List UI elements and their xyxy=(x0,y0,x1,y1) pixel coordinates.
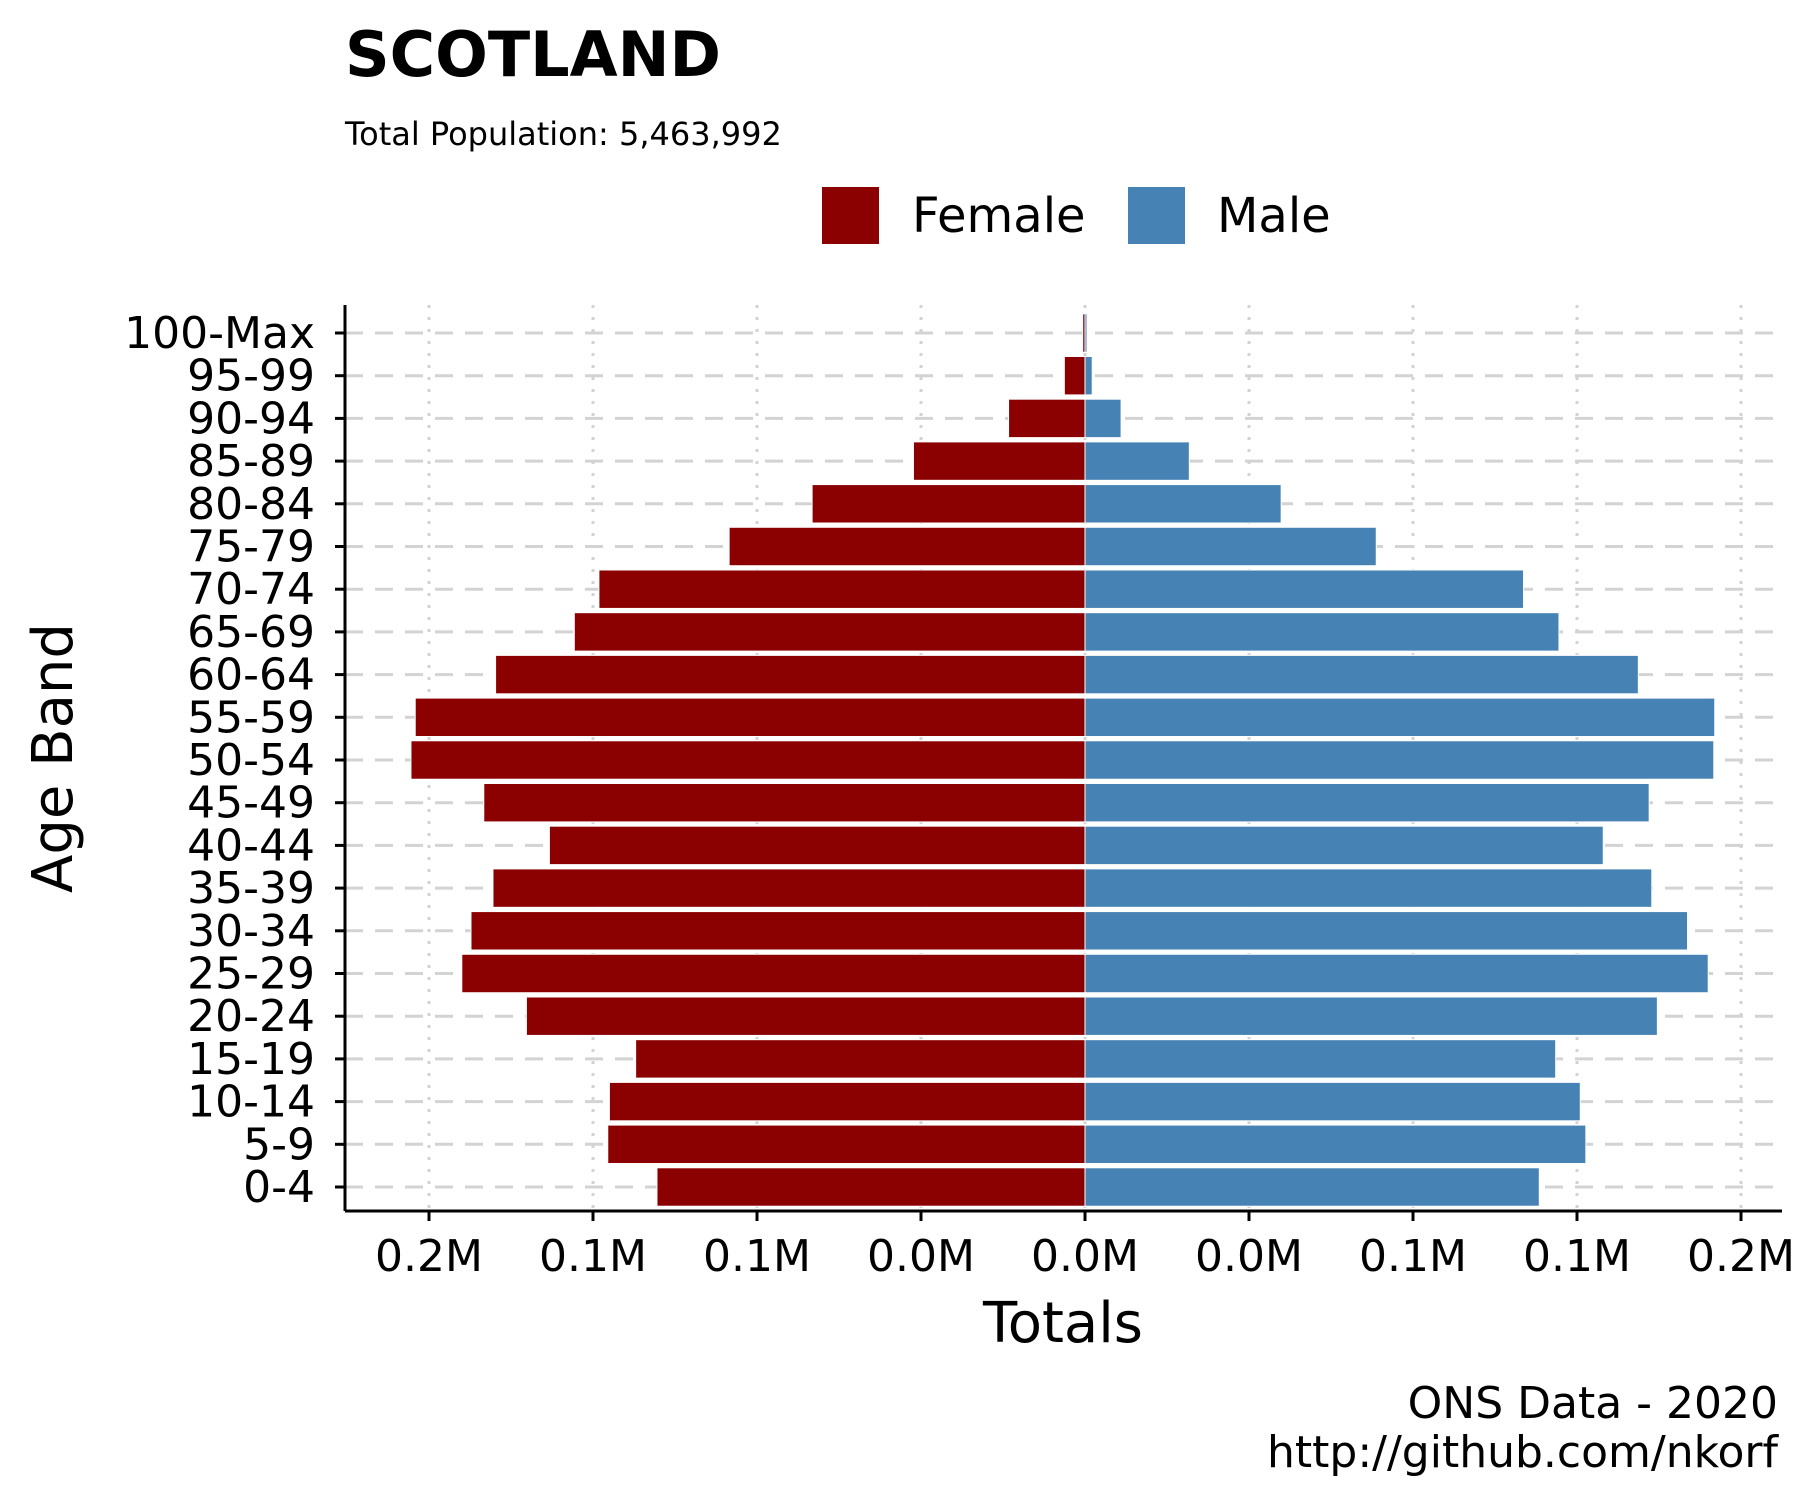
label-layer: 0.2M 0.1M 0.1M 0.0M 0.0M 0.0M 0.1M 0.1M 0.2M0-45… xyxy=(124,308,1795,1282)
bar-female-75-79 xyxy=(728,526,1086,567)
legend-swatch-female xyxy=(822,187,879,244)
bar-male-90-94 xyxy=(1084,398,1122,439)
y-tick-label: 100-Max xyxy=(124,308,315,359)
bar-female-95-99 xyxy=(1063,355,1086,396)
bar-male-55-59 xyxy=(1084,697,1716,738)
bar-female-80-84 xyxy=(811,484,1086,524)
x-tick-label: 0.1M xyxy=(1523,1231,1631,1282)
y-tick-label: 85-89 xyxy=(187,436,315,487)
bar-male-25-29 xyxy=(1084,953,1709,994)
x-tick-label: 0.1M xyxy=(703,1231,811,1282)
y-tick-label: 40-44 xyxy=(187,820,315,871)
y-axis-title: Age Band xyxy=(21,623,86,893)
bar-female-60-64 xyxy=(495,654,1086,695)
x-axis-title: Totals xyxy=(982,1291,1143,1356)
bar-male-60-64 xyxy=(1084,654,1639,695)
caption-source: ONS Data - 2020 xyxy=(1408,1378,1778,1429)
bar-male-50-54 xyxy=(1084,740,1715,780)
y-tick-label: 70-74 xyxy=(187,564,315,615)
legend: Female Male xyxy=(822,187,1331,244)
y-tick-label: 95-99 xyxy=(187,351,315,402)
legend-swatch-male xyxy=(1128,187,1185,244)
chart-title: SCOTLAND xyxy=(345,18,721,91)
bar-female-30-34 xyxy=(470,911,1086,951)
bar-female-65-69 xyxy=(573,612,1086,652)
y-tick-label: 30-34 xyxy=(187,906,315,957)
bar-male-35-39 xyxy=(1084,868,1653,908)
chart-subtitle: Total Population: 5,463,992 xyxy=(345,115,782,153)
bar-female-0-4 xyxy=(656,1167,1086,1207)
bar-male-15-19 xyxy=(1084,1039,1557,1079)
axis-layer xyxy=(335,305,1782,1221)
bar-female-55-59 xyxy=(414,697,1086,738)
bar-female-85-89 xyxy=(912,441,1086,481)
bar-male-0-4 xyxy=(1084,1167,1540,1207)
bar-female-40-44 xyxy=(548,825,1086,866)
x-tick-label: 0.1M xyxy=(539,1231,647,1282)
x-tick-label: 0.0M xyxy=(1031,1231,1139,1282)
x-tick-label: 0.0M xyxy=(867,1231,975,1282)
bar-male-75-79 xyxy=(1084,526,1377,567)
bar-female-15-19 xyxy=(635,1039,1086,1079)
bar-male-70-74 xyxy=(1084,569,1525,609)
bar-male-95-99 xyxy=(1084,355,1093,396)
y-tick-label: 35-39 xyxy=(187,863,315,914)
bar-female-25-29 xyxy=(461,953,1086,994)
x-tick-label: 0.0M xyxy=(1195,1231,1303,1282)
y-tick-label: 60-64 xyxy=(187,650,315,701)
bar-male-80-84 xyxy=(1084,484,1282,524)
bar-male-10-14 xyxy=(1084,1081,1581,1122)
x-tick-label: 0.2M xyxy=(375,1231,483,1282)
y-tick-label: 50-54 xyxy=(187,735,315,786)
bar-female-70-74 xyxy=(598,569,1086,609)
bar-male-85-89 xyxy=(1084,441,1190,481)
y-tick-label: 45-49 xyxy=(187,778,315,829)
bar-male-100-Max xyxy=(1084,313,1088,353)
bar-male-5-9 xyxy=(1084,1124,1587,1165)
bar-female-45-49 xyxy=(483,782,1086,823)
y-tick-label: 5-9 xyxy=(243,1119,315,1170)
bar-male-20-24 xyxy=(1084,996,1658,1036)
y-tick-label: 25-29 xyxy=(187,949,315,1000)
bar-male-30-34 xyxy=(1084,911,1689,951)
y-tick-label: 15-19 xyxy=(187,1034,315,1085)
y-tick-label: 0-4 xyxy=(243,1162,315,1213)
bar-male-40-44 xyxy=(1084,825,1604,866)
y-tick-label: 75-79 xyxy=(187,522,315,573)
bar-male-65-69 xyxy=(1084,612,1560,652)
bar-male-45-49 xyxy=(1084,782,1650,823)
bar-female-20-24 xyxy=(525,996,1086,1036)
legend-label-female: Female xyxy=(912,188,1086,244)
legend-label-male: Male xyxy=(1217,188,1331,244)
bar-female-50-54 xyxy=(410,740,1086,780)
caption-url: http://github.com/nkorf xyxy=(1267,1427,1779,1478)
y-tick-label: 65-69 xyxy=(187,607,315,658)
bar-female-5-9 xyxy=(607,1124,1086,1165)
x-tick-label: 0.2M xyxy=(1687,1231,1795,1282)
bar-female-10-14 xyxy=(608,1081,1086,1122)
y-tick-label: 20-24 xyxy=(187,991,315,1042)
bar-female-90-94 xyxy=(1008,398,1086,439)
bar-female-35-39 xyxy=(492,868,1086,908)
y-tick-label: 80-84 xyxy=(187,479,315,530)
y-tick-label: 10-14 xyxy=(187,1077,315,1128)
y-tick-label: 55-59 xyxy=(187,692,315,743)
y-tick-label: 90-94 xyxy=(187,393,315,444)
x-tick-label: 0.1M xyxy=(1359,1231,1467,1282)
bar-layer xyxy=(410,313,1716,1207)
